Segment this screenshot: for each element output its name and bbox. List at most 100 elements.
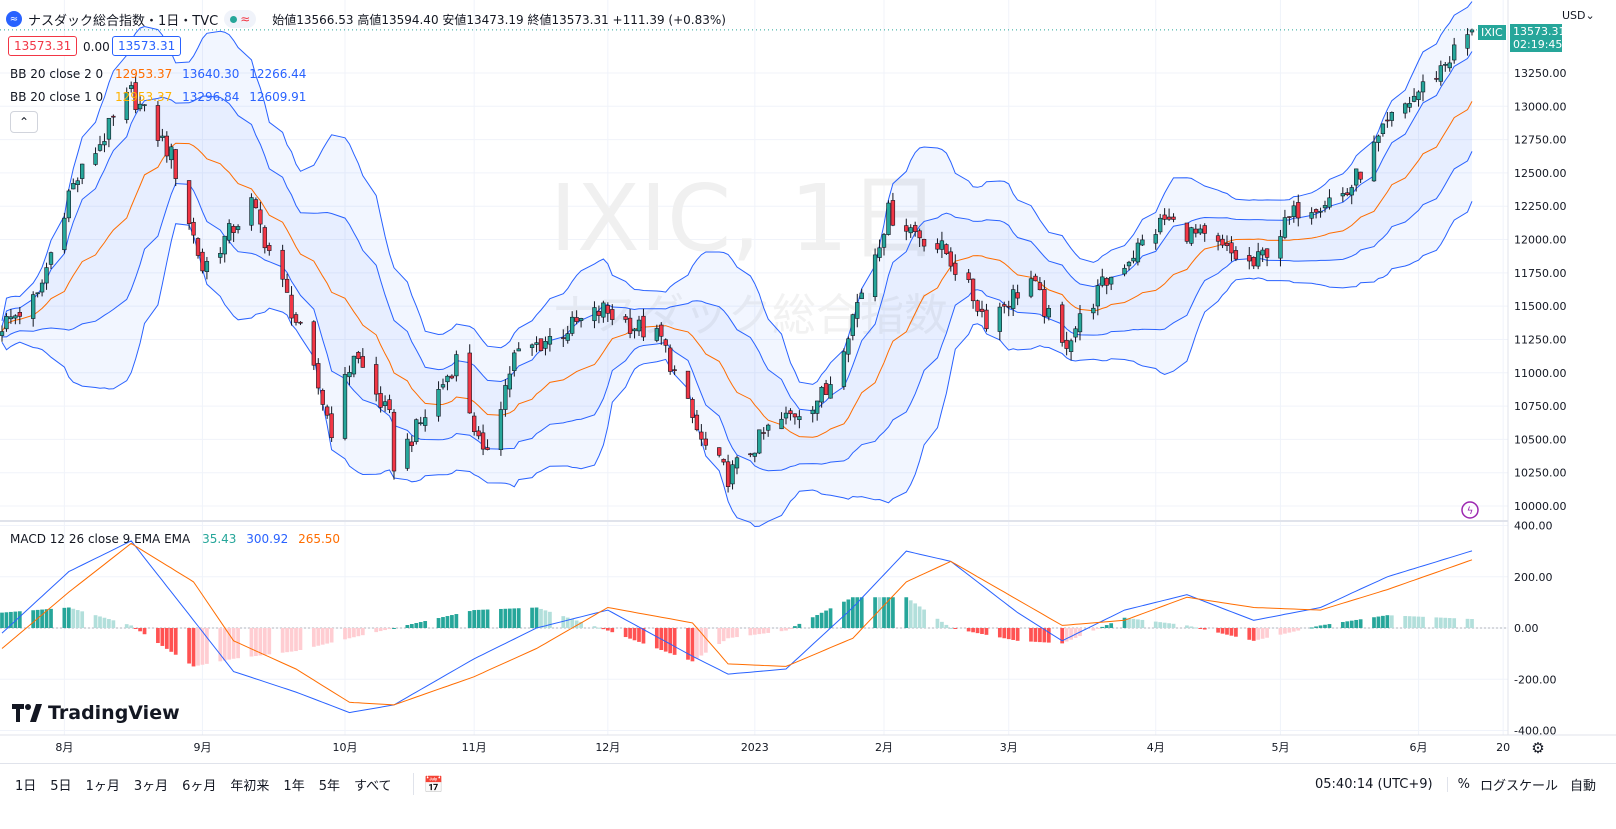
macd-histogram-bar: [1064, 628, 1069, 642]
candle-up: [1135, 242, 1141, 263]
clock[interactable]: 05:40:14 (UTC+9): [1315, 776, 1433, 792]
range-button[interactable]: 5年: [318, 778, 340, 794]
price-axis-tick: 11250.00: [1514, 333, 1567, 346]
macd-histogram-bar: [80, 611, 85, 628]
candle-up: [1073, 328, 1078, 338]
macd-histogram-bar: [1162, 622, 1167, 628]
candle-up: [503, 385, 508, 410]
settings-gear-icon[interactable]: ⚙: [1531, 739, 1544, 757]
candle-down: [1296, 202, 1301, 219]
macd-histogram-bar: [133, 628, 138, 629]
candle-up: [1452, 44, 1457, 61]
candle-up: [93, 153, 98, 165]
candle-down: [668, 347, 673, 372]
macd-histogram-bar: [1376, 616, 1381, 628]
candle-down: [1202, 225, 1207, 234]
candle-up: [418, 422, 423, 425]
candle-up: [1260, 249, 1265, 256]
range-button[interactable]: 3ヶ月: [133, 778, 169, 794]
range-button[interactable]: 1ヶ月: [85, 778, 120, 794]
candle-up: [1318, 210, 1323, 213]
range-button[interactable]: 6ヶ月: [182, 778, 217, 794]
calendar-icon: 📅: [423, 774, 444, 794]
macd-histogram-bar: [1095, 628, 1100, 629]
candle-up: [1091, 307, 1096, 314]
bb2-label: BB 20 close 2 0: [10, 67, 104, 81]
range-button[interactable]: すべて: [353, 778, 392, 794]
macd-legend[interactable]: MACD 12 26 close 9 EMA EMA 35.43 300.92 …: [10, 531, 340, 547]
macd-histogram-bar: [499, 608, 503, 628]
sell-price-box[interactable]: 13573.31: [8, 36, 78, 56]
macd-histogram-bar: [418, 622, 423, 628]
symbol-title[interactable]: ナスダック総合指数・1日・TVC: [28, 13, 219, 29]
date-range-button[interactable]: 📅: [412, 773, 454, 795]
macd-histogram-bar: [409, 624, 414, 628]
candle-up: [423, 417, 428, 426]
bb1-legend[interactable]: BB 20 close 1 0 12953.37 13296.84 12609.…: [10, 89, 306, 105]
macd-histogram-bar: [886, 597, 891, 628]
range-button[interactable]: 1年: [283, 778, 305, 794]
candle-down: [1220, 238, 1225, 246]
macd-histogram-bar: [4, 612, 9, 628]
candle-up: [249, 197, 254, 226]
candle-up: [1028, 278, 1034, 297]
chart-canvas[interactable]: IXIC, 1日ナスダック総合指数13250.0013000.0012750.0…: [0, 0, 1616, 763]
macd-histogram-bar: [9, 611, 13, 628]
tradingview-logo[interactable]: TradingView: [12, 702, 180, 724]
candle-down: [984, 309, 989, 330]
macd-histogram-bar: [280, 628, 285, 653]
candle-down: [1385, 119, 1390, 122]
macd-histogram-bar: [1193, 627, 1198, 629]
candle-up: [137, 103, 143, 110]
macd-histogram-bar: [356, 628, 361, 637]
candle-up: [436, 389, 441, 417]
macd-histogram-bar: [935, 618, 940, 628]
candle-down: [627, 317, 633, 334]
macd-histogram-bar: [1309, 627, 1314, 629]
candle-up: [1416, 91, 1421, 100]
macd-histogram-bar: [1314, 626, 1318, 628]
candle-down: [1171, 216, 1176, 220]
candle-up: [872, 254, 878, 297]
candle-down: [374, 364, 379, 395]
price-axis-tick: 13250.00: [1514, 67, 1567, 80]
bb2-legend[interactable]: BB 20 close 2 0 12953.37 13640.30 12266.…: [10, 66, 306, 82]
currency-selector[interactable]: USD⌄: [1562, 8, 1595, 24]
macd-histogram-bar: [1372, 617, 1376, 628]
bottom-toolbar: 1日 5日 1ヶ月 3ヶ月 6ヶ月 年初来 1年 5年 すべて 📅 05:40:14 (UTC+…: [0, 763, 1616, 804]
range-button[interactable]: 1日: [15, 778, 37, 794]
bb1-upper: 13296.84: [182, 90, 240, 104]
candle-down: [1434, 78, 1439, 80]
log-scale-toggle[interactable]: ログスケール: [1479, 778, 1558, 794]
macd-histogram-bar: [1100, 626, 1105, 628]
macd-histogram-bar: [13, 611, 18, 628]
macd-histogram-bar: [788, 628, 793, 629]
macd-histogram-bar: [1033, 628, 1038, 642]
range-button[interactable]: 年初来: [230, 778, 270, 794]
collapse-legend-button[interactable]: ⌃: [10, 111, 38, 133]
percent-toggle[interactable]: %: [1446, 776, 1470, 792]
candle-down: [133, 82, 138, 110]
macd-histogram-bar: [1073, 628, 1078, 638]
symbol-icon[interactable]: ≈: [6, 11, 22, 27]
auto-scale-toggle[interactable]: 自動: [1569, 778, 1596, 794]
macd-histogram-bar: [699, 628, 704, 656]
candle-up: [1282, 217, 1288, 238]
macd-histogram-bar: [601, 628, 606, 630]
bb-outer-fill: [2, 1, 1472, 527]
range-button[interactable]: 5日: [50, 778, 72, 794]
candle-down: [574, 317, 579, 322]
macd-histogram-bar: [1202, 628, 1207, 630]
macd-histogram-bar: [793, 626, 797, 628]
symbol-tag: IXIC: [1478, 25, 1506, 40]
buy-price-box[interactable]: 13573.31: [112, 36, 182, 56]
macd-histogram-bar: [966, 628, 971, 632]
candle-up: [547, 336, 553, 345]
candle-down: [155, 105, 161, 141]
macd-histogram-bar: [815, 615, 820, 628]
market-status[interactable]: ≈: [224, 10, 257, 28]
currency-label: USD: [1562, 9, 1586, 22]
candle-down: [1215, 235, 1221, 242]
candle-up: [347, 372, 352, 378]
candle-down: [1251, 257, 1256, 267]
